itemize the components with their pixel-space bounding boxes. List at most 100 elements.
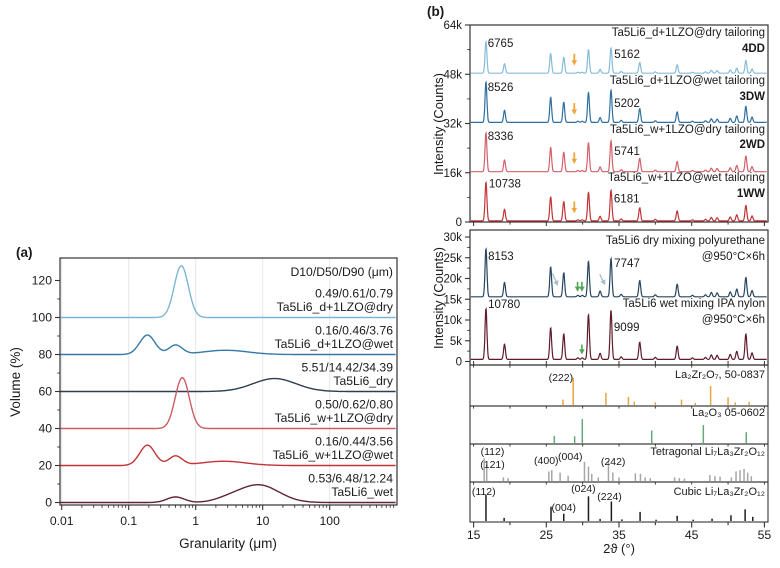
curve-Ta5Li6_w+1LZO@wet (60, 444, 396, 467)
legend-d-values: 5.51/14.42/34.39 (302, 361, 394, 375)
series-name-label: Ta5Li6 wet mixing IPA nylon (623, 298, 765, 310)
curve-Ta5Li6_d+1LZO@dry (60, 265, 396, 319)
peak-count-label: 6765 (488, 38, 514, 50)
xrd-trace-4DD (470, 40, 767, 74)
panel-a-label: (a) (16, 245, 33, 260)
y-tick-label: 16k (443, 168, 462, 180)
impurity-arrow-head (571, 208, 578, 214)
y-tick-label: 120 (32, 274, 53, 288)
miller-index-label: (004) (558, 451, 583, 463)
x-tick-label: 10 (256, 514, 270, 528)
peak-count-label: 6181 (614, 193, 640, 205)
series-condition-label: @950°C×6h (702, 251, 765, 263)
miller-index-label: (004) (551, 502, 576, 514)
series-code-label: 4DD (742, 43, 765, 55)
legend-series-name: Ta5Li6_d+1LZO@dry (277, 300, 394, 314)
series-name-label: Ta5Li6 dry mixing polyurethane (606, 235, 765, 247)
miller-index-label: (224) (597, 491, 622, 503)
x-tick-label: 0.01 (50, 514, 74, 528)
xrd-trace-2WD (470, 131, 767, 173)
reference-title: La₂Zr₂O₇, 50-0837 (675, 369, 765, 381)
miller-index-label: (242) (601, 456, 626, 468)
reference-title: La₂O₃ 05-0602 (692, 407, 765, 419)
legend-header: D10/D50/D90 (μm) (290, 265, 393, 279)
curve-Ta5Li6_d+1LZO@wet (60, 334, 396, 356)
legend-d-values: 0.50/0.62/0.80 (315, 398, 393, 412)
series-name-label: Ta5Li6_w+1LZO@wet tailoring (608, 172, 765, 184)
series-name-label: Ta5Li6_d+1LZO@dry tailoring (612, 27, 765, 39)
secondary-phase-arrow-head (574, 286, 581, 292)
xrd-trace-1WW (470, 180, 767, 222)
miller-index-label: (112) (472, 486, 496, 498)
peak-count-label: 5741 (614, 146, 640, 158)
xrd-trace-mixing-0 (470, 247, 767, 298)
x-tick-label: 15 (467, 528, 481, 542)
peak-count-label: 8336 (488, 131, 514, 143)
xrd-trace-mixing-1 (470, 306, 767, 361)
x-tick-label: 45 (685, 528, 699, 542)
series-name-label: Ta5Li6_w+1LZO@dry tailoring (610, 124, 765, 136)
miller-index-label: (024) (571, 483, 596, 495)
series-code-label: 2WD (739, 139, 765, 151)
legend-series-name: Ta5Li6_dry (333, 374, 394, 388)
reference-title: Tetragonal Li₇La₃Zr₂O₁₂ (650, 446, 765, 458)
miller-index-label: (222) (549, 372, 574, 384)
legend-series-name: Ta5Li6_w+1LZO@wet (273, 448, 394, 462)
secondary-phase-arrow-head (579, 349, 585, 355)
two-theta-axis-title: 2ϑ (°) (603, 541, 635, 556)
y-tick-label: 25k (443, 253, 462, 265)
volume-axis-title: Volume (%) (8, 347, 23, 417)
x-tick-label: 55 (758, 528, 772, 542)
peak-count-label: 5162 (614, 49, 640, 61)
peak-count-label: 10738 (489, 178, 521, 190)
legend-series-name: Ta5Li6_w+1LZO@dry (275, 411, 394, 425)
peak-count-label: 5202 (614, 98, 640, 110)
legend-series-name: Ta5Li6_wet (331, 485, 393, 499)
panel-b-label: (b) (427, 4, 444, 19)
y-tick-label: 30k (443, 232, 462, 244)
miller-index-label: (121) (480, 459, 505, 471)
x-tick-label: 25 (540, 528, 554, 542)
peak-count-label: 7747 (614, 258, 640, 270)
tetragonal-arrow-head (553, 280, 559, 286)
peak-count-label: 10780 (488, 299, 520, 311)
tetragonal-arrow-head (600, 279, 606, 286)
curve-Ta5Li6_w+1LZO@dry (60, 377, 396, 430)
curve-Ta5Li6_dry (60, 377, 396, 393)
y-tick-label: 15k (443, 294, 462, 306)
miller-index-label: (400) (534, 455, 559, 467)
series-name-label: Ta5Li6_d+1LZO@wet tailoring (610, 75, 765, 87)
y-tick-label: 80 (38, 348, 52, 362)
x-tick-label: 0.1 (120, 514, 137, 528)
granularity-axis-title: Granularity (μm) (179, 536, 277, 551)
peak-count-label: 8526 (488, 82, 514, 94)
y-tick-label: 60 (38, 385, 52, 399)
intensity-axis-title-top: Intensity (Counts) (431, 73, 446, 175)
legend-d-values: 0.53/6.48/12.24 (308, 472, 393, 486)
legend-d-values: 0.16/0.44/3.56 (315, 435, 393, 449)
series-code-label: 3DW (739, 91, 765, 103)
x-tick-label: 35 (612, 528, 626, 542)
impurity-arrow-head (571, 60, 578, 66)
y-tick-label: 5k (450, 336, 462, 348)
miller-index-label: (112) (481, 446, 505, 458)
x-tick-label: 1 (192, 514, 199, 528)
legend-series-name: Ta5Li6_d+1LZO@wet (275, 337, 394, 351)
y-tick-label: 0 (456, 357, 462, 369)
y-tick-label: 10k (443, 315, 462, 327)
y-tick-label: 20 (38, 459, 52, 473)
y-tick-label: 64k (443, 20, 462, 32)
peak-count-label: 8153 (488, 251, 514, 263)
peak-count-label: 9099 (614, 322, 640, 334)
y-tick-label: 20k (443, 274, 462, 286)
legend-d-values: 0.16/0.46/3.76 (315, 324, 393, 338)
reference-title: Cubic Li₇La₃Zr₂O₁₂ (674, 486, 765, 498)
y-tick-label: 100 (32, 311, 53, 325)
series-code-label: 1WW (737, 188, 765, 200)
y-tick-label: 0 (456, 217, 462, 229)
y-tick-label: 32k (443, 119, 462, 131)
legend-d-values: 0.49/0.61/0.79 (315, 287, 393, 301)
panel-a-frame (59, 257, 398, 506)
